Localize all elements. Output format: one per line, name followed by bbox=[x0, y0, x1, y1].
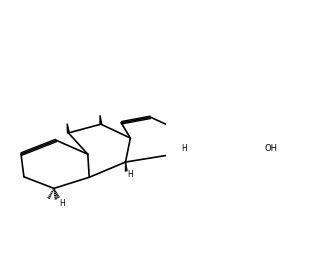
Polygon shape bbox=[100, 115, 102, 124]
Text: OH: OH bbox=[264, 144, 277, 153]
Text: H: H bbox=[181, 144, 187, 153]
Polygon shape bbox=[67, 123, 69, 133]
Polygon shape bbox=[250, 151, 257, 153]
Text: H: H bbox=[59, 199, 65, 207]
Polygon shape bbox=[173, 148, 180, 155]
Text: H: H bbox=[127, 171, 133, 179]
